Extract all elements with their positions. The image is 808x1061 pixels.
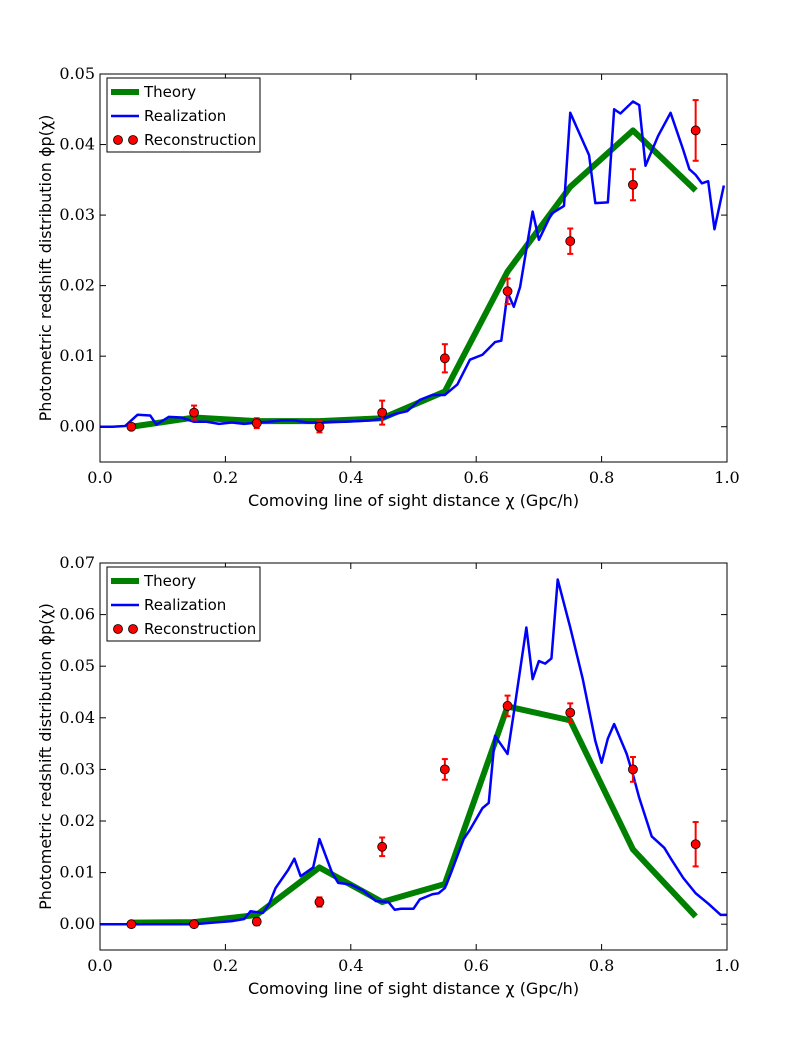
x-tick-label: 0.4: [338, 956, 363, 975]
legend-label: Realization: [144, 107, 226, 125]
series-line: [130, 127, 698, 430]
axes-frame: [99, 73, 728, 463]
data-point: [690, 839, 701, 850]
x-tick-label: 0.8: [589, 468, 614, 487]
x-tick-label: 0.0: [87, 956, 112, 975]
y-tick-label: 0.00: [59, 417, 95, 436]
series-line: [131, 703, 698, 926]
y-tick-label: 0.02: [59, 811, 95, 830]
data-point: [189, 919, 199, 930]
data-point: [314, 897, 325, 907]
data-point: [189, 407, 199, 418]
plot-area: [100, 578, 727, 926]
y-tick-label: 0.05: [59, 64, 95, 83]
legend-label: Realization: [144, 596, 226, 614]
data-point: [439, 353, 450, 364]
data-point: [251, 418, 262, 429]
data-point: [314, 421, 325, 432]
x-axis-label: Comoving line of sight distance χ (Gpc/h…: [248, 979, 579, 998]
data-point: [690, 125, 701, 136]
x-tick-label: 0.0: [87, 468, 112, 487]
y-tick-label: 0.04: [59, 708, 95, 727]
legend-label: Theory: [143, 83, 196, 101]
legend-swatch: [128, 135, 138, 145]
legend-label: Theory: [143, 572, 196, 590]
data-point: [502, 701, 513, 711]
x-tick-label: 0.6: [463, 956, 488, 975]
data-point: [502, 286, 513, 297]
plot-area: [100, 100, 726, 430]
data-point: [565, 707, 576, 718]
legend-label: Reconstruction: [144, 131, 256, 149]
y-tick-label: 0.01: [59, 863, 95, 882]
x-tick-label: 0.4: [338, 468, 363, 487]
data-point: [439, 764, 450, 775]
series-line: [100, 100, 726, 428]
axes-frame: [99, 562, 728, 951]
x-tick-label: 1.0: [714, 468, 739, 487]
y-tick-label: 0.03: [59, 205, 95, 224]
data-point: [377, 841, 388, 852]
y-tick-label: 0.05: [59, 656, 95, 675]
series-line: [100, 578, 727, 926]
data-point: [628, 179, 638, 190]
x-tick-label: 0.6: [463, 468, 488, 487]
x-axis-label: Comoving line of sight distance χ (Gpc/h…: [248, 491, 579, 510]
y-axis-label: Photometric redshift distribution ϕp(χ): [36, 603, 55, 910]
y-tick-label: 0.04: [59, 135, 95, 154]
x-tick-label: 0.8: [589, 956, 614, 975]
plot: 0.0 0.2 0.4 0.6 0.8 1.0 0.00 0.01 0.02 0.03 0.04 0.…: [36, 553, 740, 998]
x-tick-label: 0.2: [213, 468, 238, 487]
y-tick-label: 0.01: [59, 346, 95, 365]
data-point: [126, 421, 137, 432]
legend: Theory Realization Reconstruction: [106, 566, 261, 642]
y-tick-label: 0.03: [59, 759, 95, 778]
y-tick-label: 0.06: [59, 605, 95, 624]
x-tick-label: 0.2: [213, 956, 238, 975]
data-point: [565, 236, 576, 247]
legend-label: Reconstruction: [144, 620, 256, 638]
y-tick-label: 0.07: [59, 553, 95, 572]
x-tick-label: 1.0: [714, 956, 739, 975]
data-point: [377, 407, 388, 418]
legend: Theory Realization Reconstruction: [106, 77, 261, 153]
legend-swatch: [113, 135, 123, 145]
legend-swatch: [128, 624, 138, 634]
plot: 0.0 0.2 0.4 0.6 0.8 1.0 0.00 0.01 0.02 0.03 0.04 0.…: [36, 64, 740, 510]
y-tick-label: 0.02: [59, 276, 95, 295]
y-tick-label: 0.00: [59, 914, 95, 933]
data-point: [251, 916, 262, 927]
data-point: [126, 919, 137, 930]
legend-swatch: [113, 624, 123, 634]
data-point: [628, 764, 638, 775]
y-axis-label: Photometric redshift distribution ϕp(χ): [36, 115, 55, 422]
